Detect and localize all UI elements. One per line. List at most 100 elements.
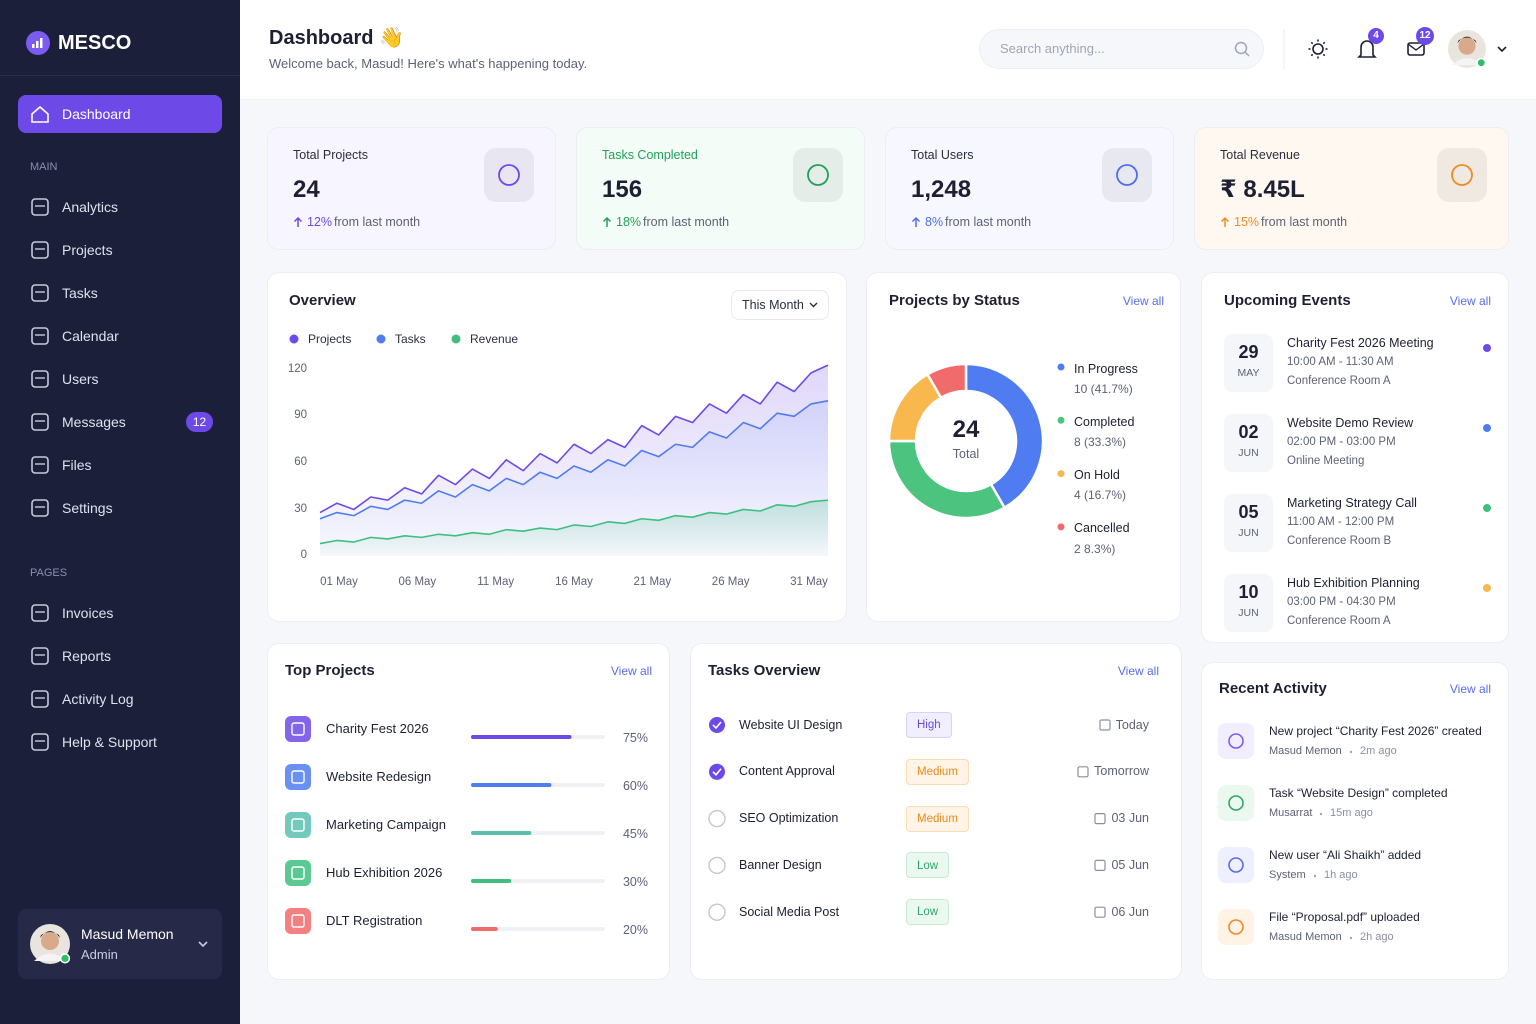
- activity-when: 2m ago: [1360, 745, 1397, 758]
- priority-pill: [906, 852, 949, 879]
- nav-item[interactable]: Tasks: [62, 284, 98, 301]
- activity-when: 15m ago: [1330, 807, 1373, 820]
- stat-change: 8%: [925, 214, 944, 229]
- badge-count: 12: [1419, 30, 1431, 41]
- stat-label: Tasks Completed: [602, 147, 698, 162]
- badge: [186, 412, 213, 432]
- y-tick-label: 60: [294, 455, 307, 468]
- x-tick-label: 21 May: [633, 576, 672, 589]
- badge-count: 12: [192, 414, 207, 429]
- event-time: 11:00 AM - 12:00 PM: [1287, 516, 1395, 529]
- view-all[interactable]: View all: [1449, 293, 1491, 308]
- progress-track: [471, 735, 605, 739]
- nav-item[interactable]: Reports: [62, 647, 112, 664]
- nav-item[interactable]: Projects: [62, 241, 113, 258]
- view-all[interactable]: View all: [1117, 663, 1159, 678]
- search[interactable]: [979, 29, 1264, 69]
- event-title: Marketing Strategy Call: [1287, 495, 1417, 510]
- event-time: 10:00 AM - 11:30 AM: [1287, 356, 1394, 369]
- x-tick-label: 11 May: [477, 576, 515, 589]
- x-tick-label: 01 May: [320, 576, 358, 589]
- user-role: Admin: [81, 947, 118, 963]
- priority-pill: [906, 758, 969, 785]
- top-projects-card: [267, 643, 670, 980]
- project-name: Charity Fest 2026: [326, 721, 429, 737]
- event-day: 29: [1238, 342, 1259, 363]
- nav-item[interactable]: Analytics: [62, 198, 119, 215]
- donut-total: 24: [952, 415, 980, 443]
- legend-label: Projects: [308, 331, 352, 346]
- x-tick-label: 26 May: [711, 576, 750, 589]
- task-name[interactable]: Social Media Post: [739, 904, 840, 919]
- project-name: Marketing Campaign: [326, 817, 446, 833]
- task-name[interactable]: Banner Design: [739, 857, 822, 872]
- x-tick-label: 16 May: [555, 576, 593, 589]
- nav-item[interactable]: Invoices: [62, 604, 114, 621]
- task-name[interactable]: Website UI Design: [739, 717, 843, 732]
- date-box: [1224, 494, 1273, 552]
- stat-icon-bg: [793, 148, 843, 202]
- event-time: 02:00 PM - 03:00 PM: [1287, 436, 1396, 449]
- nav-heading: PAGES: [30, 567, 68, 580]
- divider: [0, 75, 240, 76]
- task-due: 03 Jun: [1111, 811, 1149, 826]
- nav-active[interactable]: [18, 95, 222, 133]
- progress-track: [471, 783, 605, 787]
- event-month: JUN: [1238, 446, 1259, 459]
- task-name[interactable]: Content Approval: [739, 764, 835, 779]
- nav-item[interactable]: Files: [62, 456, 92, 473]
- priority-pill: [906, 899, 949, 926]
- nav-item[interactable]: Help & Support: [62, 733, 157, 750]
- activity-icon: [1218, 847, 1254, 883]
- priority-label: Low: [917, 906, 939, 919]
- stat-label: Total Users: [911, 147, 974, 162]
- stat-icon-bg: [1437, 148, 1487, 202]
- legend-value: 2 8.3%): [1074, 541, 1116, 556]
- stat-value: 156: [602, 175, 643, 203]
- event-title: Hub Exhibition Planning: [1287, 575, 1420, 590]
- activity-when: 1h ago: [1324, 869, 1358, 882]
- overview-card: [267, 272, 847, 622]
- view-all[interactable]: View all: [1449, 681, 1491, 696]
- activity-text: New user “Ali Shaikh” added: [1269, 847, 1422, 862]
- stat-icon-bg: [484, 148, 534, 202]
- event-day: 10: [1238, 582, 1259, 603]
- view-all[interactable]: View all: [610, 663, 652, 678]
- sidebar: [0, 0, 240, 1024]
- nav-item[interactable]: Messages: [62, 413, 126, 430]
- view-all[interactable]: View all: [1122, 293, 1164, 308]
- task-due: Tomorrow: [1094, 764, 1149, 779]
- priority-label: Medium: [917, 765, 958, 778]
- stat-change: 18%: [616, 214, 642, 229]
- priority-pill: [906, 712, 952, 738]
- nav-item[interactable]: Calendar: [62, 327, 119, 344]
- card-title: Top Projects: [285, 662, 375, 679]
- task-name[interactable]: SEO Optimization: [739, 811, 839, 826]
- status-card: [866, 272, 1181, 622]
- legend-label: Tasks: [395, 331, 426, 346]
- nav-item[interactable]: Users: [62, 370, 99, 387]
- progress-label: 75%: [622, 730, 648, 745]
- activity-text: Task “Website Design” completed: [1269, 785, 1448, 800]
- event-location: Conference Room A: [1287, 615, 1391, 628]
- stat-change: 15%: [1234, 214, 1260, 229]
- priority-label: High: [917, 719, 941, 732]
- page-subtitle: Welcome back, Masud! Here's what's happe…: [269, 56, 588, 72]
- nav-item[interactable]: Settings: [62, 499, 113, 516]
- card-title: Projects by Status: [889, 292, 1020, 309]
- legend-label: Cancelled: [1074, 521, 1130, 536]
- activity-icon: [1218, 723, 1254, 759]
- activity-text: New project “Charity Fest 2026” created: [1269, 723, 1482, 738]
- y-tick-label: 120: [287, 362, 307, 375]
- event-location: Conference Room A: [1287, 375, 1391, 388]
- card-title: Recent Activity: [1219, 680, 1327, 697]
- stat-change: 12%: [307, 214, 333, 229]
- activity-who: System: [1269, 869, 1306, 882]
- user-card[interactable]: [18, 909, 222, 979]
- period-label: This Month: [742, 297, 804, 312]
- nav-item[interactable]: Activity Log: [62, 690, 134, 707]
- nav-item[interactable]: Dashboard: [62, 105, 131, 122]
- y-tick-label: 0: [300, 549, 307, 562]
- activity-who: Musarrat: [1269, 807, 1313, 820]
